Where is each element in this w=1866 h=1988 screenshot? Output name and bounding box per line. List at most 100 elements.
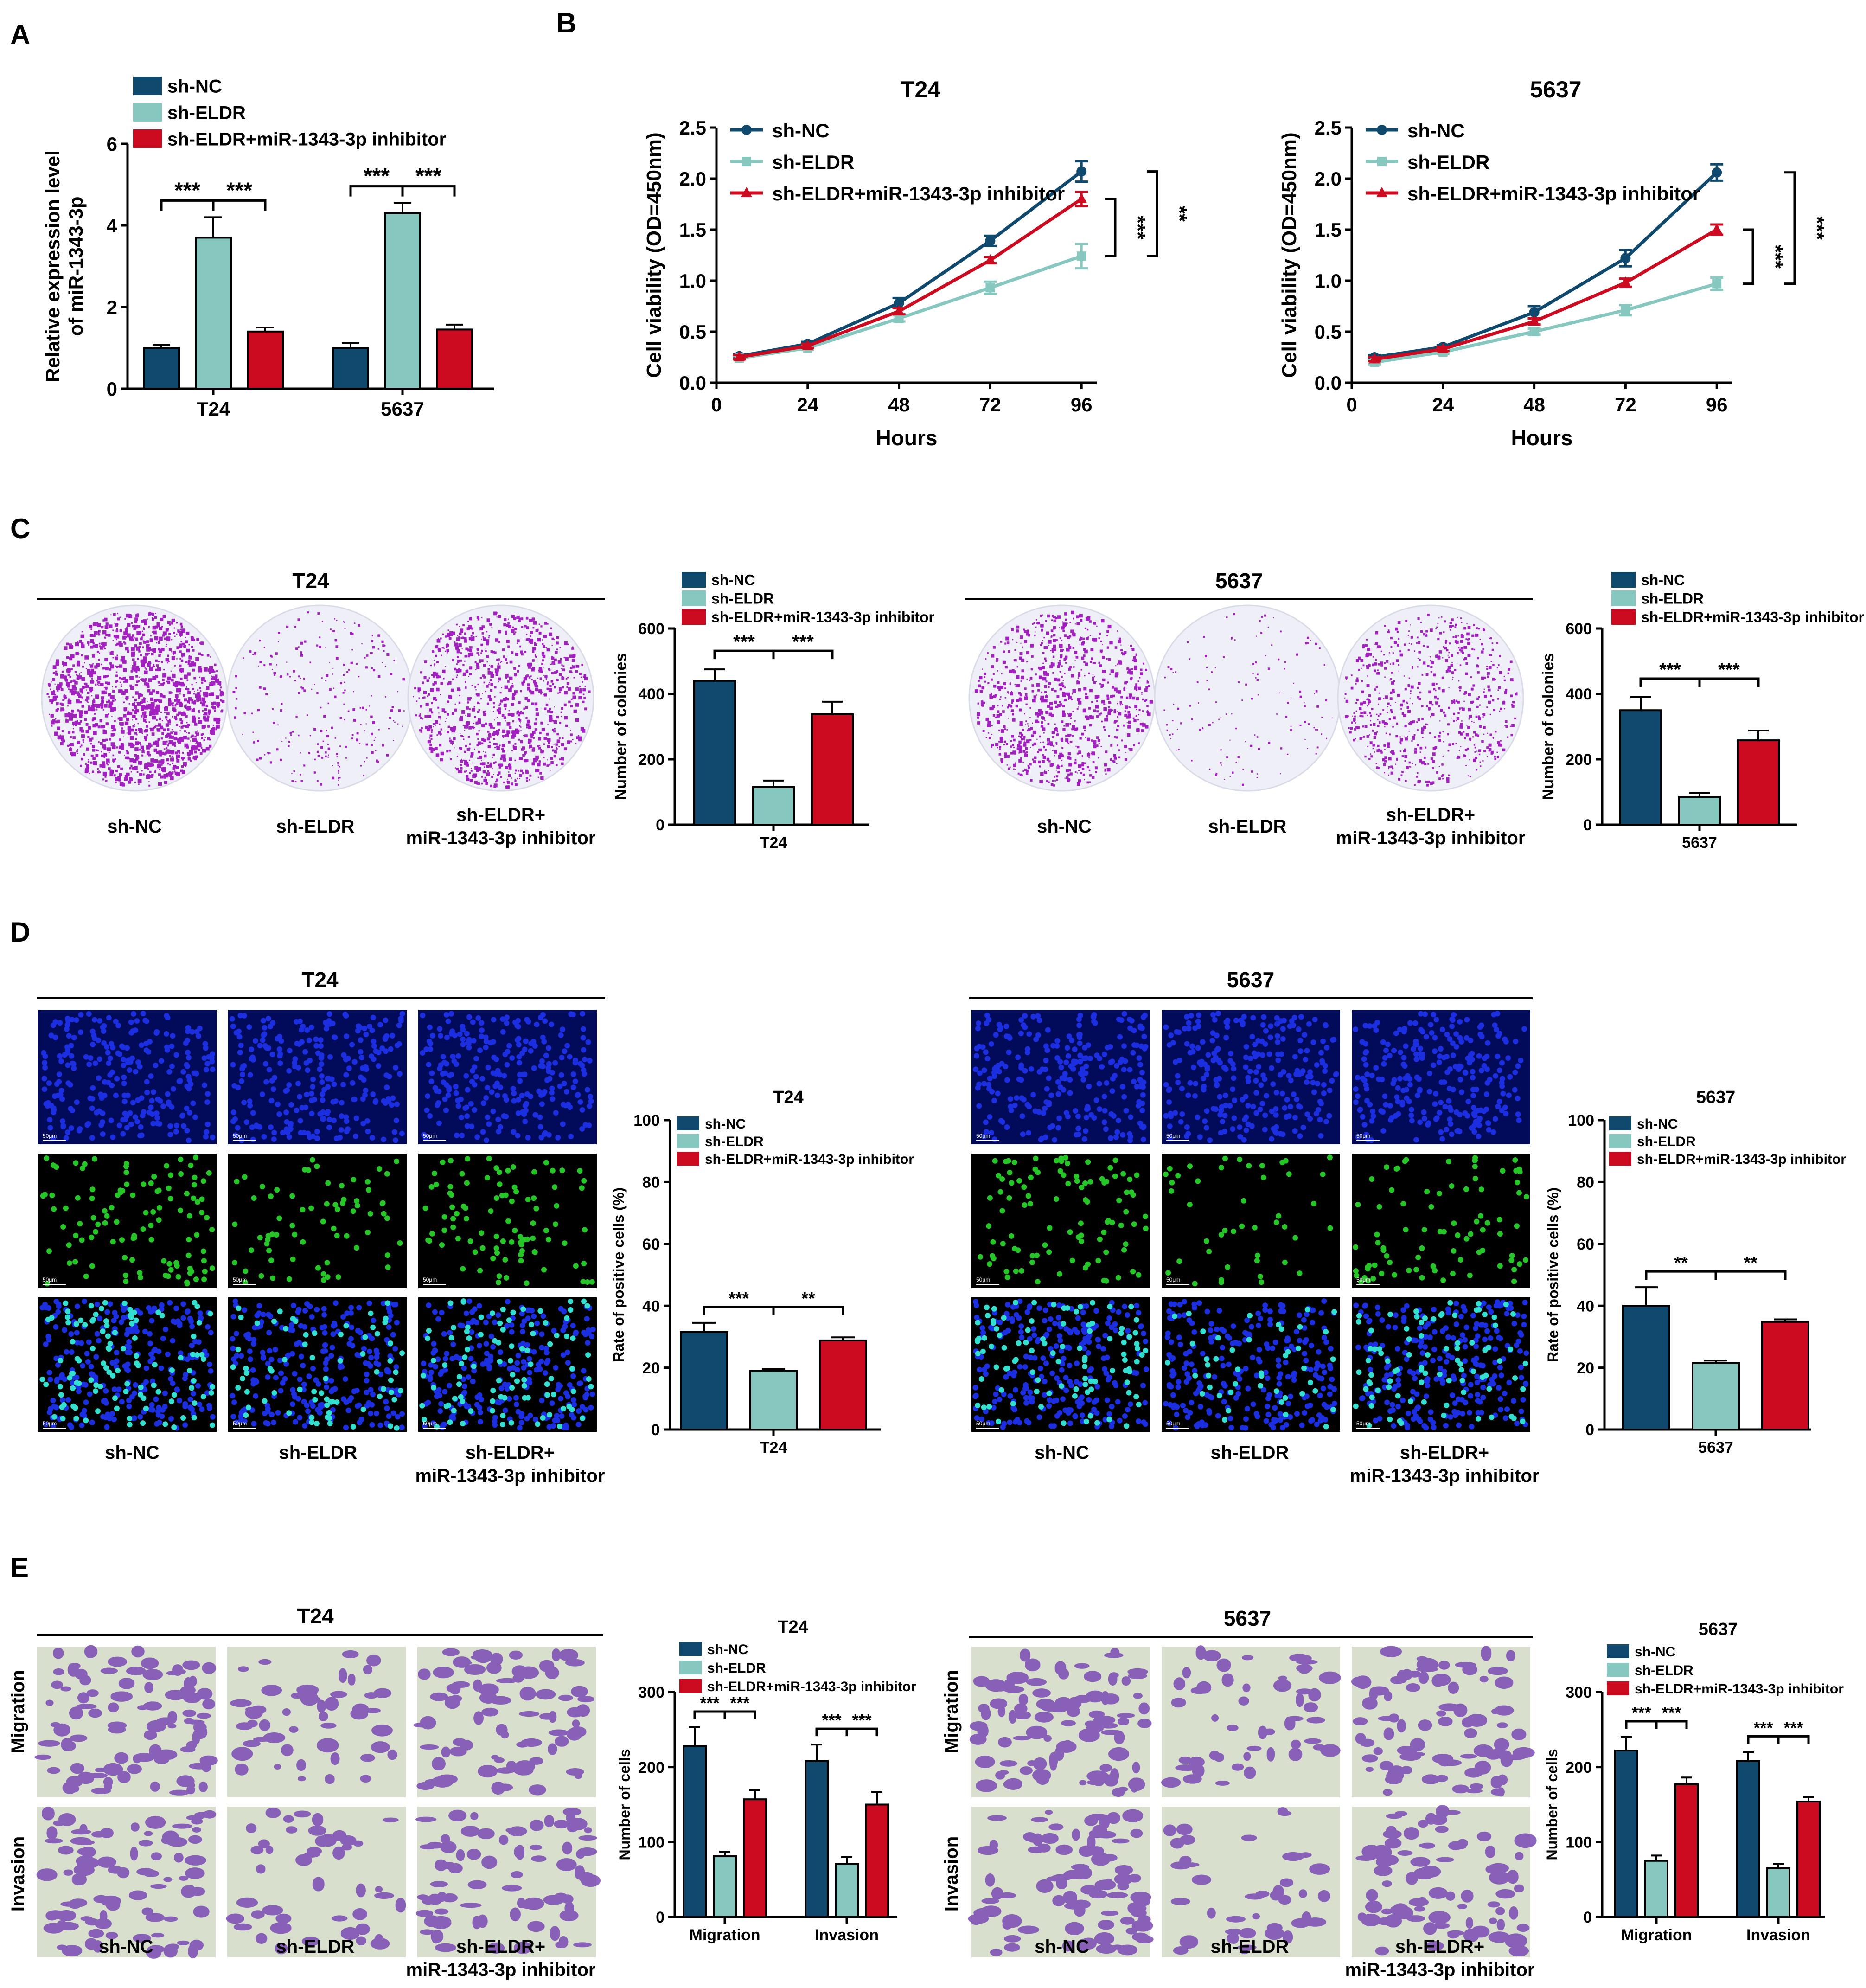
plate-5637-sh-nc-colonies	[974, 610, 1153, 787]
chart-d1-legend-label-0: sh-NC	[705, 1116, 746, 1132]
chart-c1-legend-label-2: sh-ELDR+miR-1343-3p inhibitor	[711, 609, 934, 626]
d-t24-label-eldr: sh-ELDR	[279, 1443, 358, 1463]
panel-label-d: D	[10, 917, 30, 948]
fluor-t24-0-1-scale: 50μm	[233, 1133, 247, 1139]
chart-b1-ytick-label-1: 1.0	[679, 270, 706, 292]
chart-c1-ytick-label-400: 400	[638, 686, 665, 703]
chart-c1-xlabel-0: T24	[760, 834, 787, 852]
chart-e2-error-1-0	[1743, 1751, 1754, 1761]
chart-e1-bracket-0-star-right: ***	[730, 1693, 749, 1712]
chart-d2-bar-0-0	[1622, 1305, 1670, 1430]
chart-e1-bracket-1	[815, 1727, 878, 1737]
chart-e2-bar-0-0	[1614, 1750, 1638, 1918]
fluor-t24-1-0-scale: 50μm	[43, 1276, 57, 1283]
chart-b2-legend-label-1: sh-ELDR	[1407, 151, 1489, 173]
chart-b1-point-2-2	[893, 305, 905, 315]
fluor-5637-1-2-scale: 50μm	[1356, 1276, 1370, 1283]
fluor-5637-0-0-nuclei	[973, 1011, 1149, 1143]
chart-e1-error-1-2	[871, 1791, 882, 1805]
chart-a-legend-swatch-2	[133, 129, 162, 148]
fluor-t24-1-2-scale: 50μm	[423, 1276, 437, 1283]
transwell-5637-1-1-cells	[1163, 1807, 1331, 1955]
chart-e1-bracket-1-star-left: ***	[822, 1711, 841, 1730]
fluor-5637-2-2: 50μm	[1352, 1297, 1530, 1432]
fluor-t24-2-1-scale: 50μm	[233, 1420, 247, 1427]
chart-b2-point-1-4	[1712, 279, 1722, 289]
chart-d2-bar-0-2	[1761, 1321, 1809, 1431]
chart-e2-ytick-label-100: 100	[1566, 1834, 1592, 1852]
transwell-t24-0-2	[413, 1647, 596, 1797]
fluor-5637-1-0-nuclei	[978, 1154, 1149, 1285]
fluor-t24-2-2-positive-nuclei	[419, 1298, 594, 1430]
chart-b1-point-0-4	[1076, 166, 1087, 177]
chart-b1-ylabel: Cell viability (OD=450nm)	[643, 132, 665, 378]
chart-e2-error-1-1	[1773, 1863, 1784, 1868]
chart-b2-legend-label-2: sh-ELDR+miR-1343-3p inhibitor	[1407, 183, 1700, 205]
chart-a-bar-1-0	[332, 347, 369, 390]
chart-e1-xlabel-0: Migration	[690, 1926, 760, 1944]
chart-c2-error-0-2	[1748, 729, 1769, 741]
e-5637-header: 5637	[1224, 1606, 1271, 1630]
chart-e2-bar-0-1	[1644, 1860, 1668, 1918]
fluor-t24-1-1: 50μm	[228, 1154, 407, 1288]
chart-d2-legend-label-2: sh-ELDR+miR-1343-3p inhibitor	[1637, 1152, 1846, 1167]
chart-c1-ytick-label-600: 600	[638, 620, 665, 638]
e-t24-label-eldr: sh-ELDR	[276, 1937, 355, 1957]
chart-b1-point-1-2	[894, 314, 904, 323]
fluor-5637-2-0-positive-nuclei	[974, 1300, 1149, 1429]
transwell-5637-0-0	[969, 1647, 1152, 1797]
e-5637-row-migration: Migration	[941, 1670, 962, 1753]
e-5637-row-invasion: Invasion	[941, 1836, 962, 1911]
chart-a-bracket-0-star-left: ***	[174, 178, 200, 203]
d-5637-label-nc: sh-NC	[1035, 1443, 1089, 1463]
fluor-t24-1-2: 50μm	[418, 1154, 597, 1288]
fluor-5637-2-1: 50μm	[1162, 1297, 1340, 1432]
transwell-5637-0-2-cells	[1351, 1646, 1535, 1797]
chart-a-bracket-1	[349, 185, 456, 197]
transwell-t24-1-1	[226, 1807, 406, 1957]
panel-label-c: C	[10, 513, 30, 544]
transwell-t24-1-0-cells	[36, 1807, 217, 1959]
d-5637-label-combo1: sh-ELDR+	[1400, 1443, 1489, 1463]
fluor-t24-2-0-scale: 50μm	[43, 1420, 57, 1427]
plate-t24-combo-colonies	[413, 611, 591, 789]
chart-b2-point-1-2	[1529, 327, 1539, 336]
chart-a-error-0-1	[204, 216, 222, 238]
chart-b2-point-2-0	[1369, 353, 1380, 364]
chart-e2-bracket-1-star-right: ***	[1783, 1718, 1803, 1737]
fluor-t24-0-1: 50μm	[228, 1010, 407, 1144]
fluor-t24-2-2: 50μm	[418, 1297, 597, 1432]
chart-a-bracket-1-star-left: ***	[364, 164, 390, 189]
chart-e2-ytick-label-200: 200	[1566, 1759, 1592, 1776]
chart-c2-bracket-0	[1639, 677, 1760, 687]
plate-t24-combo-dish	[407, 604, 594, 792]
chart-a-bar-1-2	[436, 328, 473, 390]
chart-e1-ytick-label-300: 300	[638, 1684, 665, 1701]
plate-5637-combo-colonies	[1344, 614, 1518, 787]
chart-d1-error-0-0	[692, 1321, 716, 1332]
c-5637-label-eldr: sh-ELDR	[1208, 816, 1287, 837]
chart-d2-bracket-0	[1645, 1270, 1787, 1280]
chart-e2-bar-1-2	[1796, 1801, 1821, 1918]
d-5637-label-eldr: sh-ELDR	[1211, 1443, 1289, 1463]
chart-e1-error-0-0	[689, 1726, 700, 1746]
chart-b1-xtick-label-72: 72	[979, 394, 1001, 416]
fluor-5637-2-1-scale: 50μm	[1166, 1420, 1180, 1427]
chart-b1-point-2-0	[734, 351, 745, 361]
fluor-5637-0-1: 50μm	[1162, 1010, 1340, 1144]
chart-c2-ytick-label-0: 0	[1583, 816, 1592, 834]
chart-c2-bracket-0-star-right: ***	[1718, 660, 1740, 680]
chart-b2-point-1-3	[1621, 305, 1630, 315]
transwell-5637-1-0-cells	[968, 1809, 1154, 1956]
chart-e2-xlabel-0: Migration	[1621, 1926, 1692, 1944]
c-5637-header: 5637	[1215, 569, 1263, 593]
chart-b1-ytick-label-2: 2.0	[679, 168, 706, 190]
fluor-5637-1-2: 50μm	[1352, 1154, 1530, 1288]
chart-a-bar-0-1	[195, 237, 232, 390]
chart-e1-bracket-0	[693, 1710, 756, 1719]
fluor-t24-0-2-nuclei	[420, 1011, 594, 1143]
fluor-t24-0-0-scale: 50μm	[43, 1133, 57, 1139]
chart-b1-xlabel: Hours	[876, 426, 938, 450]
plate-5637-sh-eldr-dish	[1154, 604, 1341, 792]
chart-e2-error-0-0	[1621, 1736, 1632, 1751]
